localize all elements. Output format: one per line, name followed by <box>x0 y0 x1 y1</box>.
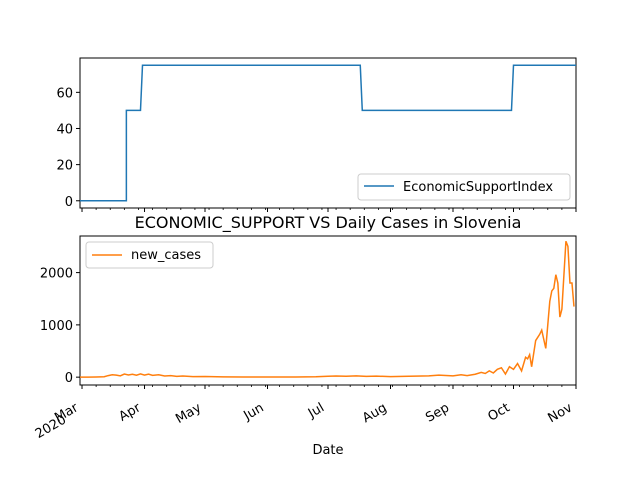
y-tick-label: 20 <box>56 159 73 174</box>
x-tick-label: May <box>173 400 204 427</box>
x-tick-label: Jun <box>241 400 267 424</box>
economic-support-axes: 0 20 40 60 EconomicSupportIndex <box>56 57 577 212</box>
economic-support-index-line <box>80 64 576 202</box>
new-cases-line <box>79 240 575 378</box>
x-tick-label: Sep <box>423 400 452 425</box>
chart-title: ECONOMIC_SUPPORT VS Daily Cases in Slove… <box>135 213 522 233</box>
x-axis-label: Date <box>312 443 343 458</box>
y-tick-label: 2000 <box>40 267 73 282</box>
y-tick-label: 0 <box>65 195 73 210</box>
x-tick-label: Aug <box>360 400 389 426</box>
x-tick-label: 2020 <box>33 412 69 442</box>
legend-box-top <box>357 173 571 201</box>
legend-label-new-cases: new_cases <box>131 248 201 263</box>
legend-bottom: new_cases <box>85 241 214 269</box>
x-tick-label: Apr <box>117 400 145 425</box>
y-tick-label: 1000 <box>40 319 73 334</box>
legend-label-economic-support: EconomicSupportIndex <box>403 180 553 195</box>
y-tick-label: 60 <box>56 86 73 101</box>
legend-box-bottom <box>85 241 214 269</box>
x-tick-label: Oct <box>486 400 513 424</box>
legend-top: EconomicSupportIndex <box>357 173 571 201</box>
y-tick-label: 40 <box>56 122 73 137</box>
y-tick-label: 0 <box>65 371 73 386</box>
x-tick-label: Jul <box>305 400 327 421</box>
x-tick-label: Nov <box>546 400 576 426</box>
